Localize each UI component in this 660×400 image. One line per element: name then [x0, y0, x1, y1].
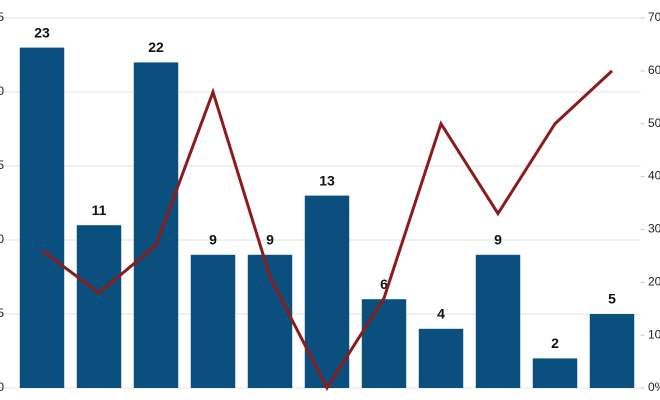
bar — [76, 225, 122, 388]
value-label: 9 — [266, 232, 274, 248]
bar — [133, 62, 179, 389]
y2-tick-label: 30% — [648, 222, 660, 236]
value-label: 9 — [494, 232, 502, 248]
y2-tick-label: 40% — [648, 169, 660, 183]
line — [41, 69, 614, 392]
y-tick-label: 15 — [0, 158, 4, 172]
value-label: 5 — [608, 291, 616, 307]
value-label: 13 — [319, 172, 335, 188]
value-label: 23 — [34, 24, 50, 40]
y-tick-label: 0 — [0, 380, 4, 394]
bar — [475, 254, 521, 388]
y2-tick-label: 70% — [648, 10, 660, 24]
y2-tick-label: 60% — [648, 63, 660, 77]
bar — [589, 314, 635, 388]
value-label: 11 — [92, 202, 107, 218]
y-tick-label: 5 — [0, 306, 4, 320]
value-label: 2 — [551, 335, 559, 351]
y-tick-label: 25 — [0, 10, 4, 24]
y-tick-label: 20 — [0, 84, 4, 98]
bar — [19, 47, 65, 388]
value-label: 22 — [148, 39, 164, 55]
value-label: 4 — [437, 306, 445, 322]
y2-tick-label: 10% — [648, 327, 660, 341]
bar — [532, 358, 578, 388]
bar — [418, 328, 464, 388]
y2-tick-label: 50% — [648, 116, 660, 130]
value-label: 9 — [209, 232, 217, 248]
y-tick-label: 10 — [0, 232, 4, 246]
bar — [361, 299, 407, 388]
y2-tick-label: 0% — [648, 380, 660, 394]
bar — [190, 254, 236, 388]
y2-tick-label: 20% — [648, 274, 660, 288]
value-label: 6 — [380, 276, 388, 292]
